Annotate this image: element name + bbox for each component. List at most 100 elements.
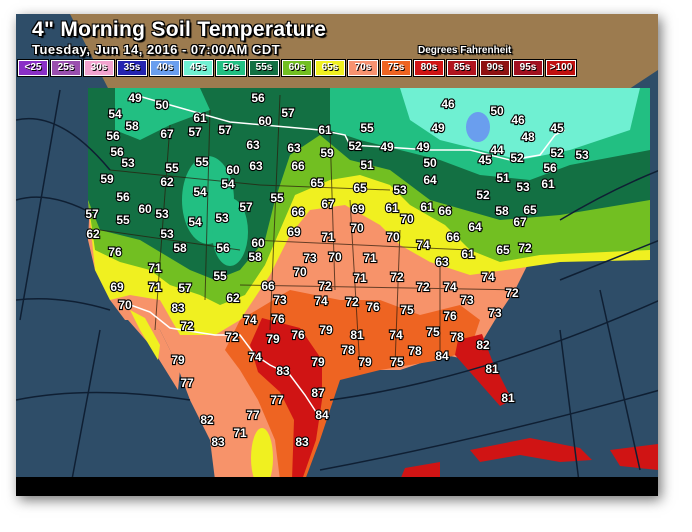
temperature-reading: 64 (423, 173, 437, 187)
temperature-reading: 83 (171, 301, 185, 315)
temperature-reading: 79 (171, 353, 185, 367)
temperature-reading: 56 (110, 145, 124, 159)
us-mexico-border (124, 302, 321, 419)
legend-swatch: 60s (281, 59, 313, 77)
temperature-reading: 55 (165, 161, 179, 175)
temperature-reading: 65 (310, 176, 324, 190)
temperature-reading: 66 (291, 159, 305, 173)
legend-swatch: 70s (347, 59, 379, 77)
temperature-reading: 61 (420, 200, 434, 214)
temperature-reading: 76 (291, 328, 305, 342)
temperature-reading: 74 (416, 238, 430, 252)
graticule (16, 89, 658, 491)
temperature-reading: 72 (345, 295, 359, 309)
color-legend: <25 25s 30s 35s 40s 45s 50s 55s 60s 65s 70s 75s 80s 8… (17, 59, 577, 77)
temperature-reading: 69 (287, 225, 301, 239)
us-canada-border (134, 94, 566, 161)
temperature-reading: 79 (358, 355, 372, 369)
temperature-reading: 74 (389, 328, 403, 342)
temperature-reading: 53 (121, 156, 135, 170)
temperature-reading: 78 (341, 343, 355, 357)
cuba (470, 438, 592, 462)
temperature-reading: 55 (360, 121, 374, 135)
map-date: Tuesday, Jun 14, 2016 - 07:00AM CDT (32, 42, 281, 57)
temperature-reading: 76 (271, 312, 285, 326)
legend-swatch: 50s (215, 59, 247, 77)
temperature-reading: 59 (100, 172, 114, 186)
temperature-reading: 58 (125, 119, 139, 133)
temperature-reading: 75 (426, 325, 440, 339)
temperature-reading: 49 (416, 140, 430, 154)
temperature-reading: 53 (160, 227, 174, 241)
temperature-reading: 70 (293, 265, 307, 279)
temperature-reading: 56 (543, 161, 557, 175)
temperature-reading: 83 (295, 435, 309, 449)
temperature-reading: 66 (261, 279, 275, 293)
temperature-reading: 57 (218, 123, 232, 137)
temperature-reading: 60 (258, 114, 272, 128)
temperature-reading: 78 (408, 344, 422, 358)
temperature-reading: 53 (575, 148, 589, 162)
temperature-reading: 57 (239, 200, 253, 214)
temperature-reading: 73 (273, 293, 287, 307)
temperature-reading: 72 (390, 270, 404, 284)
temperature-reading: 71 (148, 261, 162, 275)
temperature-reading: 67 (513, 215, 527, 229)
temperature-reading: 51 (360, 158, 374, 172)
temperature-reading: 46 (511, 113, 525, 127)
temperature-reading: 66 (438, 204, 452, 218)
legend-swatch: 65s (314, 59, 346, 77)
units-label: Degrees Fahrenheit (418, 45, 512, 56)
temperature-reading: 79 (319, 323, 333, 337)
temperature-reading: 45 (550, 121, 564, 135)
temperature-reading: 45 (478, 153, 492, 167)
temperature-reading: 60 (138, 202, 152, 216)
band-yellow-mexico (251, 428, 273, 488)
temperature-reading: 76 (108, 245, 122, 259)
band-red-80s-florida (455, 334, 512, 406)
temperature-reading: 58 (495, 204, 509, 218)
temperature-reading: 60 (226, 163, 240, 177)
legend-swatch: 25s (50, 59, 82, 77)
temperature-reading: 57 (85, 207, 99, 221)
temperature-reading: 73 (460, 293, 474, 307)
temperature-reading: 87 (311, 386, 325, 400)
legend-swatch: 75s (380, 59, 412, 77)
temperature-reading: 63 (435, 255, 449, 269)
temperature-reading: 73 (303, 251, 317, 265)
temperature-reading: 56 (251, 91, 265, 105)
temperature-reading: 67 (160, 127, 174, 141)
temperature-reading: 61 (541, 177, 555, 191)
temperature-reading: 77 (270, 393, 284, 407)
legend-swatch: 95s (512, 59, 544, 77)
temperature-reading: 77 (246, 408, 260, 422)
temperature-reading: 50 (155, 98, 169, 112)
temperature-reading: 60 (251, 236, 265, 250)
temperature-reading: 84 (435, 349, 449, 363)
temperature-reading: 65 (496, 243, 510, 257)
map-title: 4" Morning Soil Temperature (32, 18, 327, 41)
temperature-reading: 61 (461, 247, 475, 261)
temperature-reading: 76 (366, 300, 380, 314)
temperature-reading: 58 (248, 250, 262, 264)
temperature-reading: 51 (496, 171, 510, 185)
temperature-reading: 72 (416, 280, 430, 294)
temperature-reading: 78 (450, 330, 464, 344)
temperature-reading: 53 (516, 180, 530, 194)
band-teal-50s-west (115, 88, 210, 140)
temperature-reading: 64 (468, 220, 482, 234)
temperature-reading: 79 (266, 332, 280, 346)
temperature-reading: 84 (315, 408, 329, 422)
temperature-reading: 66 (291, 205, 305, 219)
temperature-reading: 56 (106, 129, 120, 143)
temperature-reading: 54 (188, 215, 202, 229)
temperature-reading: 70 (350, 221, 364, 235)
temperature-reading: 76 (443, 309, 457, 323)
temperature-reading: 52 (476, 188, 490, 202)
temperature-reading: 71 (148, 280, 162, 294)
temperature-reading: 54 (221, 177, 235, 191)
legend-swatch: 90s (479, 59, 511, 77)
temperature-reading: 66 (446, 230, 460, 244)
